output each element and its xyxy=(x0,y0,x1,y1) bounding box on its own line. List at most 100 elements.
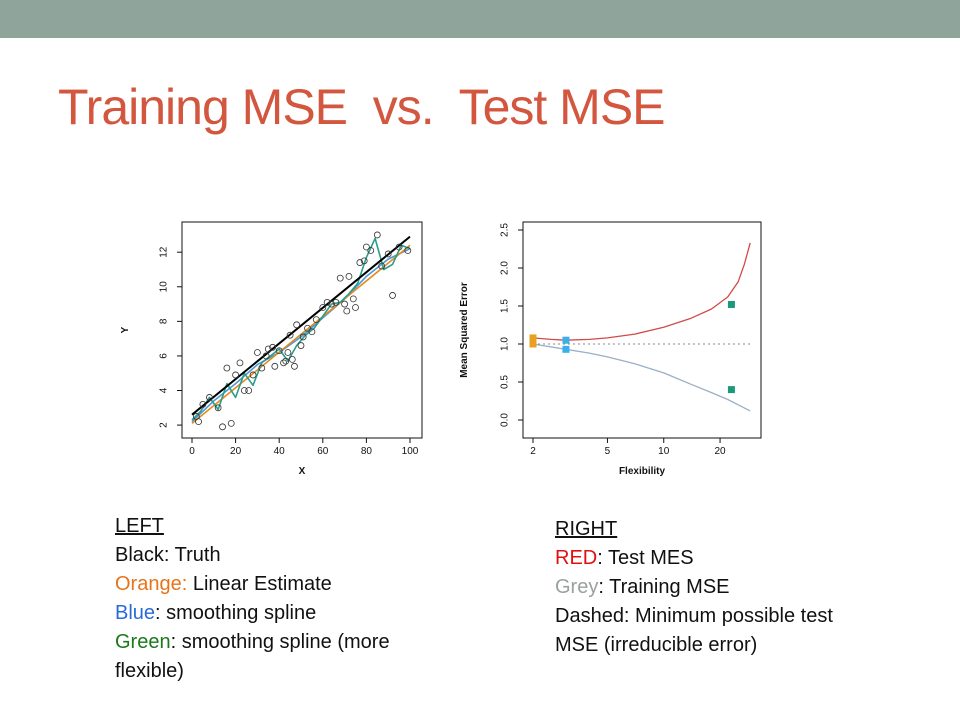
data-point xyxy=(232,371,239,379)
note-orange-text: Linear Estimate xyxy=(187,573,332,595)
data-point xyxy=(258,364,266,372)
series-line xyxy=(532,343,751,412)
note-green-key: Green xyxy=(115,631,171,653)
y-tick-label: 8 xyxy=(159,318,170,324)
data-point xyxy=(227,419,235,427)
flexibility-marker xyxy=(562,345,570,353)
note-green-text: : smoothing spline (more xyxy=(170,631,390,653)
data-point xyxy=(312,316,320,324)
x-axis-label: Flexibility xyxy=(619,466,666,477)
data-point xyxy=(253,349,261,356)
note-dashed-2: MSE (irreducible error) xyxy=(555,634,758,656)
x-tick-label: 40 xyxy=(274,446,286,457)
series-line xyxy=(191,235,411,416)
left-legend-notes: LEFT Black: Truth Orange: Linear Estimat… xyxy=(115,512,390,686)
slide-title: Training MSE vs. Test MSE xyxy=(58,79,666,135)
series-line xyxy=(191,247,411,423)
y-tick-label: 12 xyxy=(159,246,170,258)
left-heading: LEFT xyxy=(115,515,164,537)
y-tick-label: 2 xyxy=(159,422,170,428)
data-point xyxy=(206,394,213,401)
data-point xyxy=(345,273,353,280)
note-black-key: Black xyxy=(115,544,164,566)
y-axis-label: Y xyxy=(120,326,131,333)
flexibility-marker xyxy=(529,340,537,348)
data-point xyxy=(288,355,296,363)
flexibility-marker xyxy=(727,300,735,308)
data-point xyxy=(262,352,270,360)
slide-topbar xyxy=(0,0,960,38)
plot-frame xyxy=(181,221,423,439)
data-point xyxy=(280,359,287,367)
data-point xyxy=(195,418,202,426)
note-black-text: : Truth xyxy=(163,544,221,566)
flexibility-marker xyxy=(727,386,735,394)
note-red: RED: Test MES xyxy=(555,544,833,573)
data-point xyxy=(308,328,316,336)
data-point xyxy=(199,400,207,408)
note-blue: Blue: smoothing spline xyxy=(115,599,390,628)
data-point xyxy=(328,300,335,308)
data-point xyxy=(362,243,370,251)
note-red-key: RED xyxy=(555,547,598,569)
data-point xyxy=(404,247,412,254)
x-tick-label: 20 xyxy=(230,446,242,457)
data-point xyxy=(291,362,298,370)
y-tick-label: 10 xyxy=(159,281,170,293)
x-tick-label: 0 xyxy=(189,446,195,457)
data-point xyxy=(271,362,279,370)
plot-frame xyxy=(522,221,762,439)
data-point xyxy=(323,298,331,306)
data-point xyxy=(249,371,257,379)
data-point xyxy=(349,295,357,303)
y-tick-label: 2.5 xyxy=(500,223,511,237)
data-point xyxy=(336,274,344,282)
data-point xyxy=(367,247,375,254)
data-point xyxy=(223,364,231,372)
x-axis-label: X xyxy=(299,466,306,477)
data-point xyxy=(275,347,283,355)
flexibility-marker xyxy=(529,334,537,342)
data-point xyxy=(219,423,226,431)
y-axis-label: Mean Squared Error xyxy=(459,282,470,378)
data-point xyxy=(389,292,396,299)
note-red-text: : Test MES xyxy=(597,547,694,569)
y-tick-label: 1.0 xyxy=(500,337,511,351)
data-point xyxy=(284,349,292,356)
y-tick-label: 4 xyxy=(159,387,170,393)
data-point xyxy=(343,307,351,315)
data-point xyxy=(245,387,253,394)
x-tick-label: 2 xyxy=(530,446,536,457)
right-legend-notes: RIGHT RED: Test MES Grey: Training MSE D… xyxy=(555,515,833,660)
data-point xyxy=(356,259,364,266)
data-point xyxy=(360,257,368,265)
data-point xyxy=(264,345,272,353)
data-point xyxy=(299,333,307,341)
note-grey: Grey: Training MSE xyxy=(555,573,833,602)
data-point xyxy=(373,231,381,239)
note-blue-text: : smoothing spline xyxy=(155,602,317,624)
data-point xyxy=(286,331,294,339)
note-dashed-1: Dashed: Minimum possible test xyxy=(555,605,833,627)
y-tick-label: 2.0 xyxy=(500,261,511,275)
data-point xyxy=(341,300,349,308)
y-tick-label: 0.0 xyxy=(500,413,511,427)
note-grey-text: : Training MSE xyxy=(598,576,730,598)
data-point xyxy=(378,262,386,270)
x-tick-label: 60 xyxy=(317,446,329,457)
x-tick-label: 100 xyxy=(402,446,419,457)
data-point xyxy=(236,359,244,367)
note-grey-key: Grey xyxy=(555,576,599,598)
flexibility-marker xyxy=(562,336,570,344)
right-heading: RIGHT xyxy=(555,518,618,540)
y-tick-label: 1.5 xyxy=(500,299,511,313)
data-point xyxy=(269,343,277,351)
note-blue-key: Blue xyxy=(115,602,156,624)
x-tick-label: 5 xyxy=(605,446,611,457)
data-point xyxy=(297,342,305,349)
note-orange-key: Orange: xyxy=(115,573,188,595)
note-black: Black: Truth xyxy=(115,541,390,570)
x-tick-label: 80 xyxy=(361,446,373,457)
note-green-cont: flexible) xyxy=(115,660,184,682)
note-green: Green: smoothing spline (more xyxy=(115,628,390,657)
